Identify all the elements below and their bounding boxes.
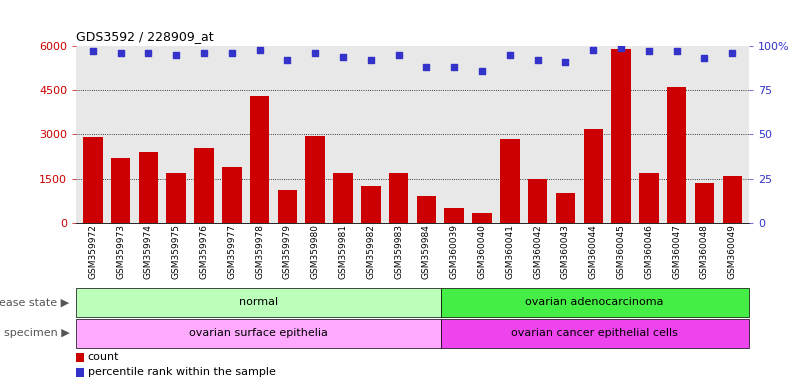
Bar: [305, 136, 325, 223]
Point: [420, 64, 433, 70]
Bar: [417, 196, 437, 223]
Bar: [83, 137, 103, 223]
Text: percentile rank within the sample: percentile rank within the sample: [87, 367, 276, 377]
Point: [198, 50, 211, 56]
Bar: [583, 129, 603, 223]
Text: ovarian surface epithelia: ovarian surface epithelia: [189, 328, 328, 338]
Bar: [441, 288, 749, 317]
Bar: [361, 186, 380, 223]
Bar: [111, 158, 131, 223]
Point: [115, 50, 127, 56]
Point: [253, 46, 266, 53]
Bar: [76, 353, 84, 362]
Bar: [441, 319, 749, 348]
Point: [392, 52, 405, 58]
Text: disease state ▶: disease state ▶: [0, 297, 70, 308]
Bar: [76, 368, 84, 377]
Bar: [76, 288, 441, 317]
Point: [87, 48, 99, 55]
Point: [559, 59, 572, 65]
Bar: [723, 175, 742, 223]
Bar: [139, 152, 158, 223]
Text: specimen ▶: specimen ▶: [4, 328, 70, 338]
Point: [336, 54, 349, 60]
Bar: [167, 173, 186, 223]
Bar: [445, 208, 464, 223]
Bar: [694, 183, 714, 223]
Bar: [76, 319, 441, 348]
Point: [170, 52, 183, 58]
Bar: [388, 173, 409, 223]
Point: [726, 50, 739, 56]
Point: [587, 46, 600, 53]
Text: ovarian cancer epithelial cells: ovarian cancer epithelial cells: [511, 328, 678, 338]
Point: [309, 50, 322, 56]
Bar: [195, 148, 214, 223]
Bar: [473, 213, 492, 223]
Text: GDS3592 / 228909_at: GDS3592 / 228909_at: [76, 30, 214, 43]
Point: [281, 57, 294, 63]
Bar: [250, 96, 269, 223]
Bar: [333, 173, 352, 223]
Bar: [639, 173, 658, 223]
Point: [531, 57, 544, 63]
Bar: [667, 87, 686, 223]
Point: [614, 45, 627, 51]
Text: ovarian adenocarcinoma: ovarian adenocarcinoma: [525, 297, 664, 308]
Point: [670, 48, 683, 55]
Point: [698, 55, 710, 61]
Bar: [611, 49, 630, 223]
Bar: [278, 190, 297, 223]
Text: normal: normal: [239, 297, 278, 308]
Point: [476, 68, 489, 74]
Point: [142, 50, 155, 56]
Bar: [556, 193, 575, 223]
Point: [642, 48, 655, 55]
Text: count: count: [87, 352, 119, 362]
Bar: [500, 139, 520, 223]
Point: [364, 57, 377, 63]
Point: [225, 50, 238, 56]
Bar: [222, 167, 242, 223]
Point: [448, 64, 461, 70]
Point: [503, 52, 516, 58]
Bar: [528, 179, 547, 223]
